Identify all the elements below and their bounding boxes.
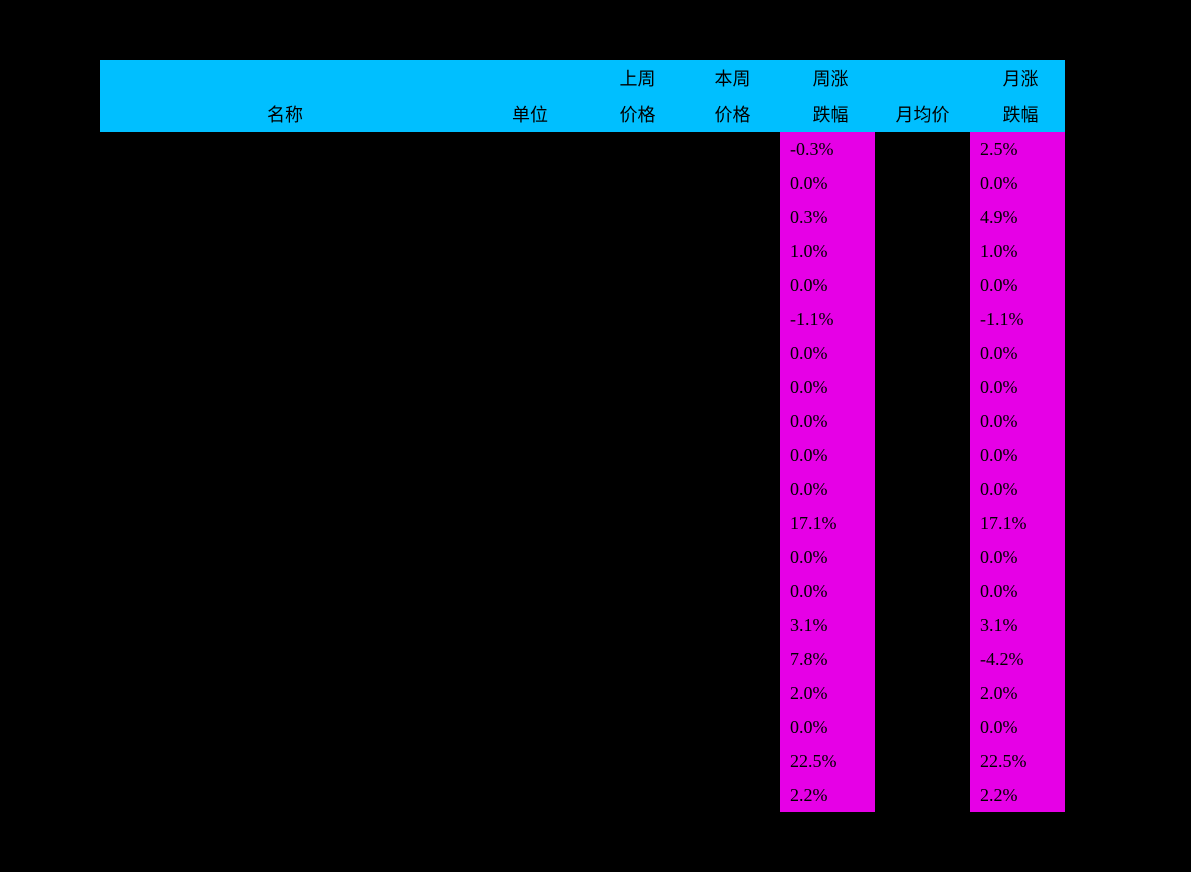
table-row: 0.0% 0.0% bbox=[100, 540, 1065, 574]
week-change-cell: 0.0% bbox=[780, 268, 875, 302]
table-row: 0.0% 0.0% bbox=[100, 336, 1065, 370]
table-row: 0.0% 0.0% bbox=[100, 268, 1065, 302]
table-row: 0.0% 0.0% bbox=[100, 370, 1065, 404]
month-change-cell: 22.5% bbox=[970, 744, 1065, 778]
week-change-cell: 0.0% bbox=[780, 540, 875, 574]
week-change-cell: 2.0% bbox=[780, 676, 875, 710]
month-change-cell: 0.0% bbox=[970, 336, 1065, 370]
header-row-1: 上周 本周 周涨 月涨 bbox=[100, 60, 1065, 96]
header-mchg-1: 月涨 bbox=[970, 60, 1065, 96]
month-change-cell: -4.2% bbox=[970, 642, 1065, 676]
header-this-1: 本周 bbox=[685, 60, 780, 96]
month-change-cell: 0.0% bbox=[970, 166, 1065, 200]
week-change-cell: 3.1% bbox=[780, 608, 875, 642]
month-change-cell: 4.9% bbox=[970, 200, 1065, 234]
table-row: 2.0% 2.0% bbox=[100, 676, 1065, 710]
table-row: 1.0% 1.0% bbox=[100, 234, 1065, 268]
week-change-cell: 0.0% bbox=[780, 710, 875, 744]
table-row: 0.0% 0.0% bbox=[100, 166, 1065, 200]
week-change-cell: 0.0% bbox=[780, 472, 875, 506]
table-row: 0.0% 0.0% bbox=[100, 472, 1065, 506]
table-row: 7.8% -4.2% bbox=[100, 642, 1065, 676]
month-change-cell: 1.0% bbox=[970, 234, 1065, 268]
week-change-cell: 7.8% bbox=[780, 642, 875, 676]
month-change-cell: 0.0% bbox=[970, 710, 1065, 744]
week-change-cell: 22.5% bbox=[780, 744, 875, 778]
table-row: 0.0% 0.0% bbox=[100, 438, 1065, 472]
month-change-cell: 0.0% bbox=[970, 574, 1065, 608]
month-change-cell: 0.0% bbox=[970, 404, 1065, 438]
month-change-cell: -1.1% bbox=[970, 302, 1065, 336]
header-wchg-2: 跌幅 bbox=[780, 96, 875, 132]
header-row-2: 名称 单位 价格 价格 跌幅 月均价 跌幅 bbox=[100, 96, 1065, 132]
header-this-2: 价格 bbox=[685, 96, 780, 132]
week-change-cell: 0.0% bbox=[780, 438, 875, 472]
header-mchg-2: 跌幅 bbox=[970, 96, 1065, 132]
month-change-cell: 0.0% bbox=[970, 472, 1065, 506]
month-change-cell: 2.0% bbox=[970, 676, 1065, 710]
week-change-cell: 0.0% bbox=[780, 166, 875, 200]
week-change-cell: 2.2% bbox=[780, 778, 875, 812]
month-change-cell: 0.0% bbox=[970, 540, 1065, 574]
month-change-cell: 0.0% bbox=[970, 268, 1065, 302]
week-change-cell: 17.1% bbox=[780, 506, 875, 540]
header-mavg-1 bbox=[875, 60, 970, 96]
price-table: 上周 本周 周涨 月涨 名称 单位 价格 价格 跌幅 月均价 跌幅 -0.3% 2… bbox=[100, 60, 1065, 812]
table-row: 0.0% 0.0% bbox=[100, 574, 1065, 608]
week-change-cell: -1.1% bbox=[780, 302, 875, 336]
header-name-1 bbox=[100, 60, 470, 96]
week-change-cell: -0.3% bbox=[780, 132, 875, 166]
month-change-cell: 3.1% bbox=[970, 608, 1065, 642]
month-change-cell: 2.5% bbox=[970, 132, 1065, 166]
week-change-cell: 1.0% bbox=[780, 234, 875, 268]
week-change-cell: 0.0% bbox=[780, 370, 875, 404]
header-wchg-1: 周涨 bbox=[780, 60, 875, 96]
table-row: 0.3% 4.9% bbox=[100, 200, 1065, 234]
table-row: 0.0% 0.0% bbox=[100, 404, 1065, 438]
table-row: 0.0% 0.0% bbox=[100, 710, 1065, 744]
month-change-cell: 0.0% bbox=[970, 438, 1065, 472]
header-unit-2: 单位 bbox=[470, 96, 590, 132]
week-change-cell: 0.0% bbox=[780, 336, 875, 370]
table-row: 3.1% 3.1% bbox=[100, 608, 1065, 642]
table-row: -1.1% -1.1% bbox=[100, 302, 1065, 336]
header-name-2: 名称 bbox=[100, 96, 470, 132]
header-last-2: 价格 bbox=[590, 96, 685, 132]
table-body: 上周 本周 周涨 月涨 名称 单位 价格 价格 跌幅 月均价 跌幅 -0.3% 2… bbox=[100, 60, 1065, 812]
header-last-1: 上周 bbox=[590, 60, 685, 96]
week-change-cell: 0.0% bbox=[780, 404, 875, 438]
header-mavg-2: 月均价 bbox=[875, 96, 970, 132]
header-unit-1 bbox=[470, 60, 590, 96]
table-row: 22.5% 22.5% bbox=[100, 744, 1065, 778]
table-row: 2.2% 2.2% bbox=[100, 778, 1065, 812]
month-change-cell: 2.2% bbox=[970, 778, 1065, 812]
table-row: -0.3% 2.5% bbox=[100, 132, 1065, 166]
table-row: 17.1% 17.1% bbox=[100, 506, 1065, 540]
month-change-cell: 17.1% bbox=[970, 506, 1065, 540]
week-change-cell: 0.3% bbox=[780, 200, 875, 234]
week-change-cell: 0.0% bbox=[780, 574, 875, 608]
month-change-cell: 0.0% bbox=[970, 370, 1065, 404]
